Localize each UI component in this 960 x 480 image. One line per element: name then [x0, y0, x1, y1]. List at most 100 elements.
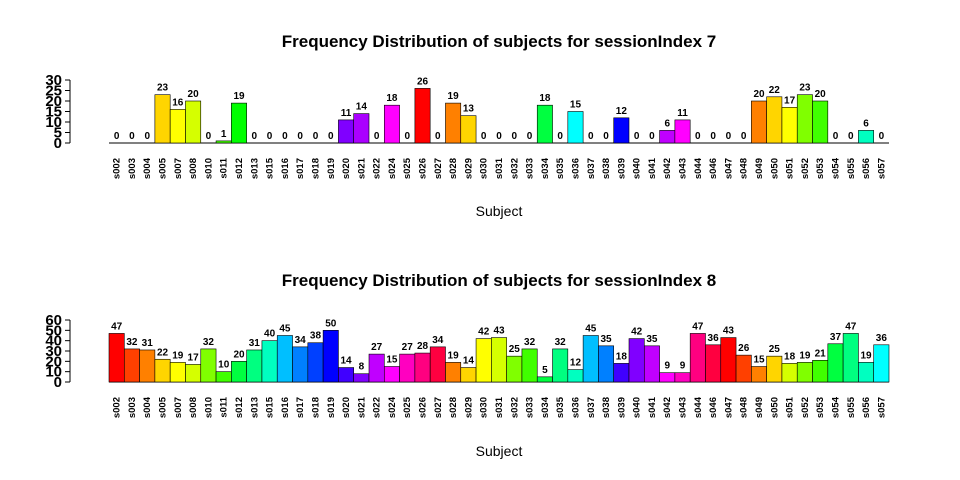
- bar-value-label: 18: [386, 93, 398, 104]
- x-tick-label: s037: [586, 397, 597, 418]
- bar: [154, 358, 171, 383]
- bar: [689, 333, 706, 383]
- bar: [751, 366, 767, 383]
- bar-value-label: 0: [282, 131, 288, 142]
- x-tick-label: s056: [861, 397, 872, 418]
- x-tick-label: s039: [616, 158, 627, 179]
- bar: [185, 364, 202, 383]
- x-tick-label: s005: [158, 396, 169, 418]
- x-tick-label: s054: [830, 157, 841, 179]
- bar: [796, 362, 813, 383]
- x-tick-label: s021: [356, 396, 367, 418]
- bar: [123, 348, 140, 383]
- bar: [674, 119, 691, 144]
- bar: [445, 362, 462, 383]
- x-tick-label: s029: [463, 397, 474, 418]
- bar-value-label: 5: [542, 365, 548, 376]
- bar-value-label: 47: [692, 321, 704, 332]
- x-tick-label: s033: [525, 158, 536, 179]
- x-tick-label: s028: [448, 158, 459, 179]
- bar: [414, 88, 431, 144]
- bar: [338, 367, 355, 383]
- bar-value-label: 0: [527, 131, 533, 142]
- bar-value-label: 0: [206, 131, 212, 142]
- bar-value-label: 0: [129, 131, 135, 142]
- bar-value-label: 0: [435, 131, 441, 142]
- bar-value-label: 15: [570, 100, 582, 111]
- x-tick-label: s042: [662, 158, 673, 179]
- x-tick-label: s038: [601, 158, 612, 179]
- bar-value-label: 22: [769, 85, 781, 96]
- x-tick-label: s022: [372, 158, 383, 179]
- x-tick-label: s050: [769, 158, 780, 179]
- x-tick-label: s017: [295, 397, 306, 418]
- bar-value-label: 20: [753, 89, 765, 100]
- y-tick-label: 20: [45, 353, 62, 370]
- y-tick-label: 40: [45, 333, 62, 350]
- y-tick-label: 0: [54, 374, 62, 391]
- bar: [536, 376, 553, 383]
- bar: [598, 345, 615, 383]
- x-tick-label: s008: [188, 158, 199, 179]
- bar-value-label: 0: [328, 131, 334, 142]
- bar-value-label: 34: [432, 335, 444, 346]
- bar-value-label: 0: [144, 131, 150, 142]
- bar: [751, 100, 767, 144]
- bar-value-label: 32: [524, 337, 536, 348]
- bar-value-label: 20: [233, 349, 245, 360]
- bar-value-label: 18: [539, 93, 551, 104]
- bar: [827, 343, 844, 383]
- bar-value-label: 0: [481, 131, 487, 142]
- x-tick-label: s008: [188, 397, 199, 418]
- bar: [261, 340, 278, 383]
- bar-value-label: 8: [359, 362, 365, 373]
- bar-value-label: 16: [172, 97, 184, 108]
- bar: [582, 335, 599, 383]
- bar-value-label: 14: [356, 102, 368, 113]
- x-tick-label: s018: [310, 158, 321, 179]
- x-tick-label: s003: [127, 397, 138, 418]
- x-tick-label: s047: [723, 397, 734, 418]
- bar-value-label: 28: [417, 341, 429, 352]
- x-tick-label: s036: [570, 397, 581, 418]
- x-tick-label: s015: [265, 157, 276, 179]
- x-tick-label: s007: [173, 397, 184, 418]
- bar-value-label: 47: [111, 321, 123, 332]
- bar-value-label: 6: [664, 118, 670, 129]
- bar-value-label: 22: [157, 347, 169, 358]
- bar: [215, 371, 232, 383]
- x-tick-label: s004: [142, 157, 153, 179]
- x-tick-label: s043: [678, 158, 689, 179]
- x-tick-label: s055: [846, 157, 857, 179]
- y-tick-label: 10: [45, 364, 62, 381]
- bar-value-label: 31: [249, 338, 261, 349]
- bar-value-label: 42: [478, 327, 490, 338]
- bar: [169, 362, 186, 383]
- x-tick-label: s033: [525, 397, 536, 418]
- x-tick-label: s049: [754, 158, 765, 179]
- bar-value-label: 0: [603, 131, 609, 142]
- x-tick-label: s051: [785, 396, 796, 418]
- bar: [276, 335, 293, 383]
- x-tick-label: s046: [708, 397, 719, 418]
- bar: [231, 361, 247, 383]
- bar: [506, 355, 523, 383]
- bar-value-label: 31: [142, 338, 154, 349]
- x-tick-label: s032: [509, 158, 520, 179]
- bar-value-label: 19: [233, 91, 245, 102]
- bar-value-label: 25: [769, 344, 781, 355]
- bar-value-label: 36: [708, 333, 720, 344]
- x-tick-label: s048: [739, 397, 750, 418]
- bar-value-label: 19: [860, 350, 872, 361]
- bar-value-label: 47: [845, 321, 857, 332]
- bar: [613, 117, 630, 144]
- bar: [475, 338, 492, 383]
- bar: [674, 372, 691, 383]
- bar-value-label: 11: [341, 108, 352, 119]
- x-tick-label: s041: [647, 396, 658, 418]
- x-tick-label: s026: [418, 158, 429, 179]
- x-axis-label: Subject: [476, 443, 523, 459]
- x-tick-label: s016: [280, 397, 291, 418]
- bar: [812, 100, 829, 144]
